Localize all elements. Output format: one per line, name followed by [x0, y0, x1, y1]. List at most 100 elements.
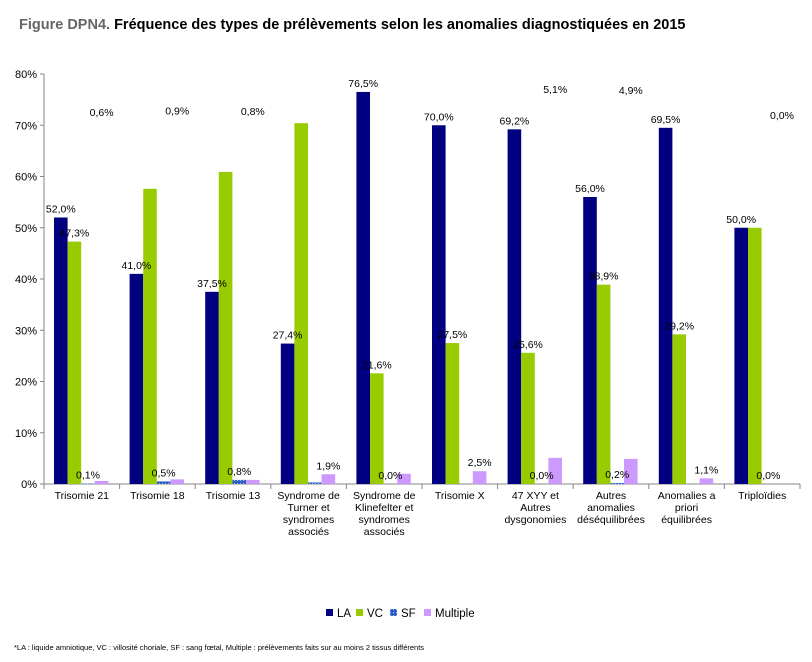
y-tick-label: 40% — [15, 274, 37, 286]
data-label: 1,1% — [694, 464, 718, 476]
bar-multiple — [246, 479, 260, 484]
legend-label: SF — [401, 608, 416, 620]
title-text: Fréquence des types de prélèvements selo… — [114, 17, 686, 33]
data-label: 4,9% — [619, 85, 643, 97]
data-label: 38,9% — [589, 271, 619, 283]
data-label: 69,5% — [651, 114, 681, 126]
category-label: Trisomie 21 — [55, 490, 110, 502]
category-label: 47 XYY et — [512, 490, 559, 502]
y-tick-label: 10% — [15, 428, 37, 440]
data-label: 50,0% — [726, 214, 756, 226]
bar-multiple — [472, 471, 487, 484]
bar-multiple — [397, 473, 411, 484]
bar-vc — [370, 373, 384, 484]
data-label: 0,8% — [241, 106, 265, 118]
bar-la — [129, 273, 144, 484]
data-label: 0,0% — [756, 470, 780, 482]
bar-vc — [67, 241, 82, 484]
category-label: Trisomie 18 — [130, 490, 185, 502]
category-label: Turner et — [287, 502, 329, 514]
data-label: 21,6% — [362, 359, 392, 371]
bar-multiple — [321, 474, 336, 484]
data-label: 5,1% — [543, 84, 567, 96]
data-label: 0,9% — [165, 105, 189, 117]
data-label: 27,4% — [273, 330, 303, 342]
category-label: dysgonomies — [504, 514, 566, 526]
bar-la — [734, 227, 748, 484]
bar-vc — [596, 284, 611, 484]
category-label: priori — [675, 502, 698, 514]
bar-la — [432, 125, 446, 484]
y-tick-label: 0% — [21, 479, 37, 491]
bar-sf — [610, 482, 624, 484]
data-label: 52,0% — [46, 204, 76, 216]
data-label: 1,9% — [316, 460, 340, 472]
category-label: Syndrome de — [353, 490, 416, 502]
y-tick-label: 50% — [15, 223, 37, 235]
legend-swatch-vc — [356, 609, 363, 616]
category-label: associés — [364, 526, 405, 538]
bar-multiple — [170, 479, 184, 484]
data-label: 0,0% — [770, 110, 794, 122]
bar-la — [356, 91, 370, 484]
bar-sf — [232, 479, 246, 484]
bar-sf — [156, 481, 171, 484]
bar-multiple — [94, 480, 109, 484]
chart-title: Figure DPN4. Fréquence des types de prél… — [19, 17, 685, 33]
y-tick-label: 70% — [15, 120, 37, 132]
data-label: 0,1% — [76, 469, 100, 481]
category-label: Autres — [596, 490, 626, 502]
bar-vc — [445, 343, 460, 484]
footnote: *LA : liquide amniotique, VC : villosité… — [14, 643, 425, 652]
data-label: 0,5% — [152, 467, 176, 479]
data-label: 47,3% — [60, 228, 90, 240]
data-label: 37,5% — [197, 278, 227, 290]
data-label: 2,5% — [468, 457, 492, 469]
bar-multiple — [624, 458, 638, 484]
data-label: 25,6% — [513, 339, 543, 351]
data-label: 27,5% — [438, 329, 468, 341]
data-label: 0,0% — [530, 470, 554, 482]
data-label: 0,6% — [90, 107, 114, 119]
bar-la — [583, 197, 597, 484]
bar-vc — [218, 171, 233, 484]
legend-label: Multiple — [435, 608, 475, 620]
bar-vc — [521, 352, 535, 484]
category-label: syndromes — [359, 514, 410, 526]
data-label: 69,2% — [500, 115, 530, 127]
bar-la — [658, 127, 673, 484]
category-label: Klinefelter et — [355, 502, 413, 514]
category-label: associés — [288, 526, 329, 538]
data-label: 0,2% — [605, 469, 629, 481]
y-tick-label: 20% — [15, 377, 37, 389]
legend-swatch-multiple — [424, 609, 431, 616]
data-label: 29,2% — [664, 320, 694, 332]
bar-la — [507, 129, 522, 484]
category-label: syndromes — [283, 514, 334, 526]
data-label: 0,8% — [227, 466, 251, 478]
bar-vc — [748, 227, 762, 484]
category-label: anomalies — [587, 502, 635, 514]
bar-sf — [81, 483, 95, 484]
category-label: Syndrome de — [277, 490, 340, 502]
legend-label: VC — [367, 608, 383, 620]
category-label: Triploïdies — [738, 490, 786, 502]
bar-vc — [294, 123, 308, 484]
figure-number: Figure DPN4. — [19, 17, 111, 33]
data-label: 70,0% — [424, 111, 454, 123]
bar-vc — [143, 188, 157, 485]
category-label: équilibrées — [661, 514, 712, 526]
bar-la — [54, 217, 68, 484]
data-label: 56,0% — [575, 183, 605, 195]
legend-swatch-la — [326, 609, 333, 616]
category-label: Anomalies a — [658, 490, 716, 502]
bar-sf — [308, 482, 322, 484]
bar-la — [280, 343, 295, 484]
category-label: Trisomie 13 — [206, 490, 261, 502]
y-tick-label: 60% — [15, 172, 37, 184]
bar-vc — [672, 334, 686, 484]
category-label: déséquilibrées — [577, 514, 645, 526]
bar-multiple — [699, 478, 714, 484]
category-label: Autres — [520, 502, 550, 514]
